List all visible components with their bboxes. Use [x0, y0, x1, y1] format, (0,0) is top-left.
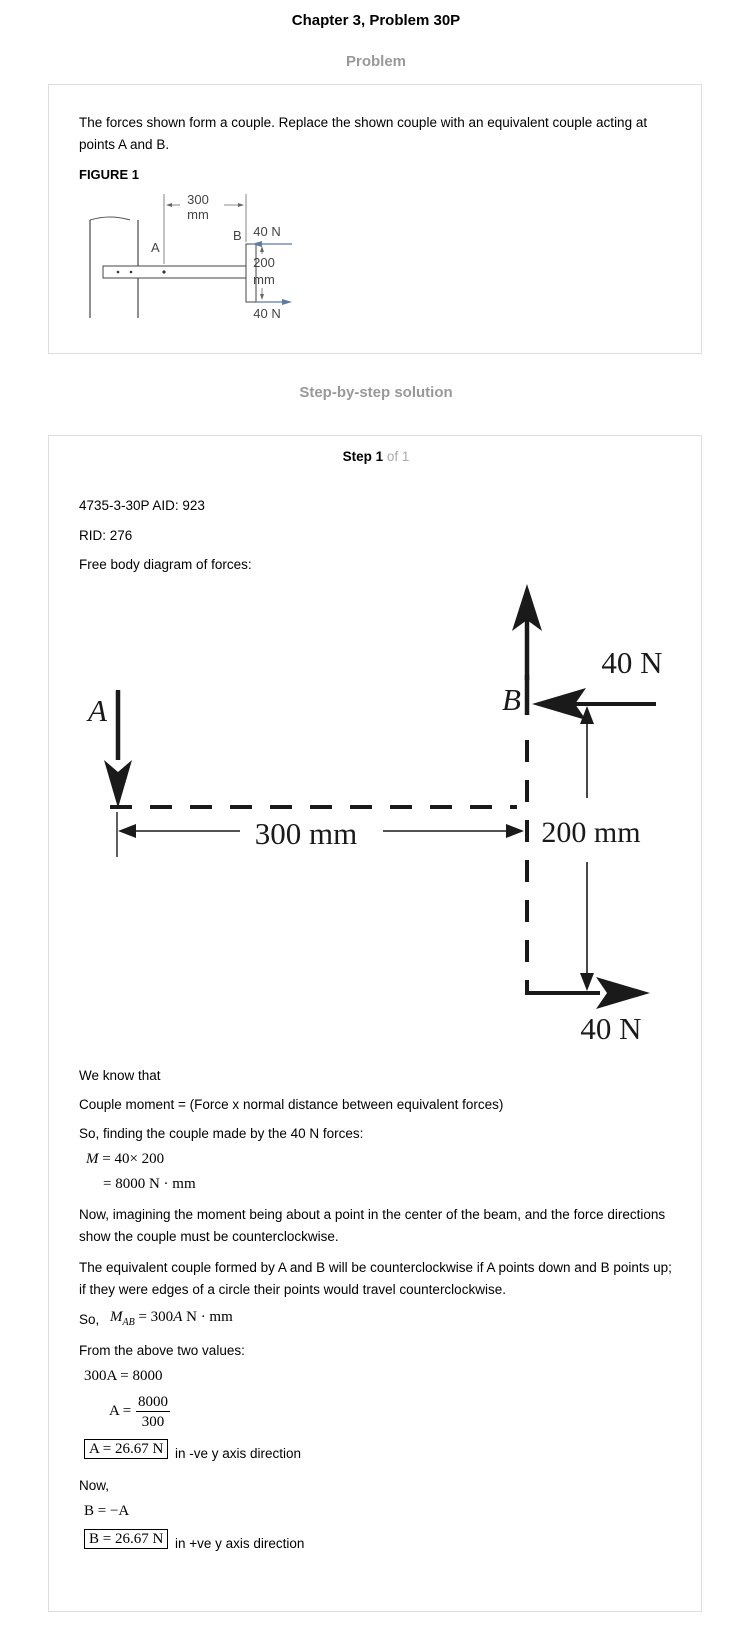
dim-top-unit: mm: [187, 207, 209, 222]
we-know: We know that: [79, 1068, 161, 1083]
dim-side-arrow-up: [260, 246, 264, 252]
answer-a-direction: in -ve y axis direction: [175, 1446, 302, 1461]
bolt-1: [116, 270, 120, 274]
fbd-label-a: A: [86, 693, 108, 728]
fbd-force-bottom-arrowhead: [596, 977, 650, 1009]
problem-heading: Problem: [345, 53, 406, 70]
dim-top-value: 300: [187, 192, 209, 207]
fbd-label-b: B: [502, 682, 521, 717]
beam: [102, 265, 247, 279]
fbd-force-top: 40 N: [601, 645, 662, 680]
eq-a-1: 300A = 8000: [84, 1368, 163, 1384]
figure-label: FIGURE 1: [79, 167, 139, 182]
imagining-text: Now, imagining the moment being about a …: [79, 1207, 666, 1244]
dim-side-arrow-down: [260, 294, 264, 300]
free-body-diagram: B 40 N 200 mm 40 N A 300 mm: [86, 584, 663, 1046]
force-top-arrow: [252, 241, 262, 247]
from-above: From the above two values:: [79, 1343, 245, 1358]
bracket: [245, 243, 257, 303]
fbd-dim-side: 200 mm: [541, 816, 640, 849]
step-indicator: Step 1 of 1: [0, 449, 752, 464]
problem-figure: 300 mm A B 40 N 200 mm 40 N: [89, 192, 292, 321]
eq-mab: MAB = 300A N · mm: [110, 1309, 233, 1328]
ids-line-2: RID: 276: [79, 528, 133, 543]
solution-box: [48, 435, 702, 1612]
problem-box: [48, 84, 702, 354]
answer-b: B = 26.67 N: [84, 1529, 169, 1549]
force-bottom-arrow: [282, 299, 292, 305]
step-of: of 1: [386, 449, 410, 464]
fig-force-bottom: 40 N: [253, 306, 280, 321]
fraction-denominator: 300: [141, 1414, 165, 1430]
dim-200-arrow-up: [580, 706, 594, 724]
eq-moment-1: M = 40× 200: [86, 1151, 165, 1167]
equivalent-text: The equivalent couple formed by A and B …: [79, 1260, 672, 1297]
page-title: Chapter 3, Problem 30P: [291, 12, 461, 29]
fbd-force-bottom: 40 N: [580, 1011, 641, 1046]
fbd-intro: Free body diagram of forces:: [79, 557, 252, 572]
fig-force-top: 40 N: [253, 224, 280, 239]
now-text: Now,: [79, 1478, 110, 1493]
a-down-arrowhead: [104, 760, 132, 808]
fraction-numerator: 8000: [136, 1394, 170, 1412]
eq-a-2-fraction: 8000 300: [136, 1393, 170, 1432]
so-prefix: So,: [79, 1312, 100, 1327]
ids-line-1: 4735-3-30P AID: 923: [79, 498, 205, 513]
eq-b-1: B = −A: [84, 1503, 130, 1519]
eq-a-2-lhs: A =: [109, 1403, 132, 1419]
dim-arrow-right: [238, 203, 244, 207]
fbd-force-top-arrowhead: [532, 688, 586, 720]
couple-definition: Couple moment = (Force x normal distance…: [79, 1097, 504, 1112]
answer-b-direction: in +ve y axis direction: [175, 1536, 305, 1551]
eq-moment-2: = 8000 N · mm: [103, 1176, 196, 1192]
solution-heading: Step-by-step solution: [299, 384, 453, 401]
dim-side-value: 200: [253, 255, 275, 270]
problem-statement: The forces shown form a couple. Replace …: [79, 115, 648, 152]
fbd-dim-bottom: 300 mm: [255, 816, 357, 851]
answer-a: A = 26.67 N: [84, 1439, 169, 1459]
dim-200-arrow-down: [580, 973, 594, 991]
dim-arrow-left: [166, 203, 172, 207]
b-up-arrowhead: [512, 584, 542, 631]
dim-side-unit: mm: [253, 272, 275, 287]
dim-300-arrow-right: [506, 824, 524, 838]
dim-300-arrow-left: [118, 824, 136, 838]
step-number: Step 1: [342, 449, 384, 464]
point-a-dot: [162, 270, 166, 274]
wall-top-curve: [89, 216, 131, 221]
fig-label-b: B: [233, 228, 242, 243]
finding-text: So, finding the couple made by the 40 N …: [79, 1126, 364, 1141]
fig-label-a: A: [151, 240, 160, 255]
bolt-2: [129, 270, 133, 274]
